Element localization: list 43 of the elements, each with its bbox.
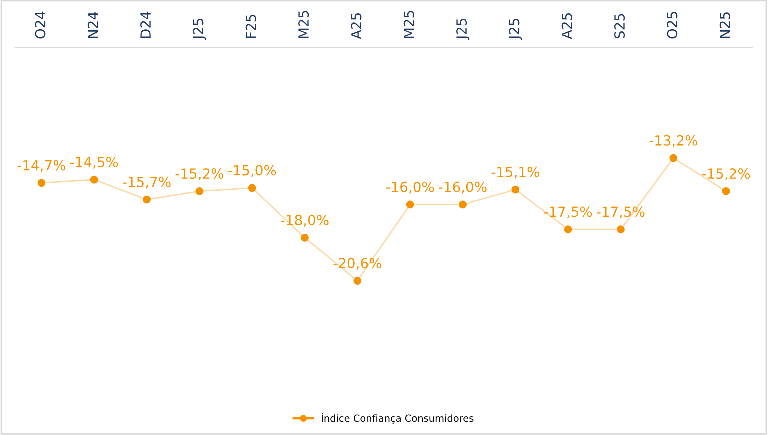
x-tick-label: A25: [351, 14, 362, 40]
x-tick-label: N25: [720, 12, 730, 38]
point: [301, 234, 309, 242]
point: [459, 200, 467, 209]
point: [143, 196, 151, 204]
data-label: -15,1%: [492, 166, 540, 179]
data-label: -13,2%: [650, 135, 698, 148]
x-tick-label: D24: [140, 12, 151, 38]
x-tick-label: J25: [456, 18, 470, 40]
point: [38, 179, 46, 188]
point: [512, 186, 520, 194]
x-tick-label: J25: [193, 18, 206, 40]
data-label: -17,5%: [597, 206, 645, 219]
point: [564, 226, 572, 234]
x-tick-label: O24: [35, 12, 46, 39]
x-tick-label: J25: [509, 18, 522, 40]
point: [196, 188, 204, 196]
point: [406, 200, 414, 209]
data-label: -16,0%: [439, 182, 487, 194]
point: [248, 184, 256, 192]
point: [670, 154, 678, 162]
x-tick-label: F25: [246, 15, 256, 38]
data-label: -15,7%: [123, 176, 171, 189]
point: [354, 277, 362, 285]
x-tick-label: S25: [614, 14, 626, 39]
point: [90, 176, 98, 184]
data-label: -16,0%: [386, 182, 434, 194]
data-label: -18,0%: [281, 215, 329, 227]
x-tick-label: O25: [667, 12, 678, 39]
data-label: -14,7%: [18, 160, 66, 172]
x-tick-label: M25: [298, 11, 310, 38]
data-label: -20,6%: [334, 258, 382, 270]
point: [617, 226, 625, 234]
legend-label: Índice Confiança Consumidores: [322, 412, 474, 424]
x-tick-label: N24: [88, 12, 98, 38]
x-tick-label: A25: [562, 14, 572, 40]
data-label: -15,0%: [228, 165, 276, 178]
data-label: -14,5%: [70, 156, 118, 169]
data-label: -15,2%: [702, 168, 750, 180]
x-tick-label: M25: [404, 11, 414, 38]
data-label: -15,2%: [176, 168, 224, 180]
point: [722, 188, 730, 196]
data-label: -17,5%: [544, 206, 592, 219]
